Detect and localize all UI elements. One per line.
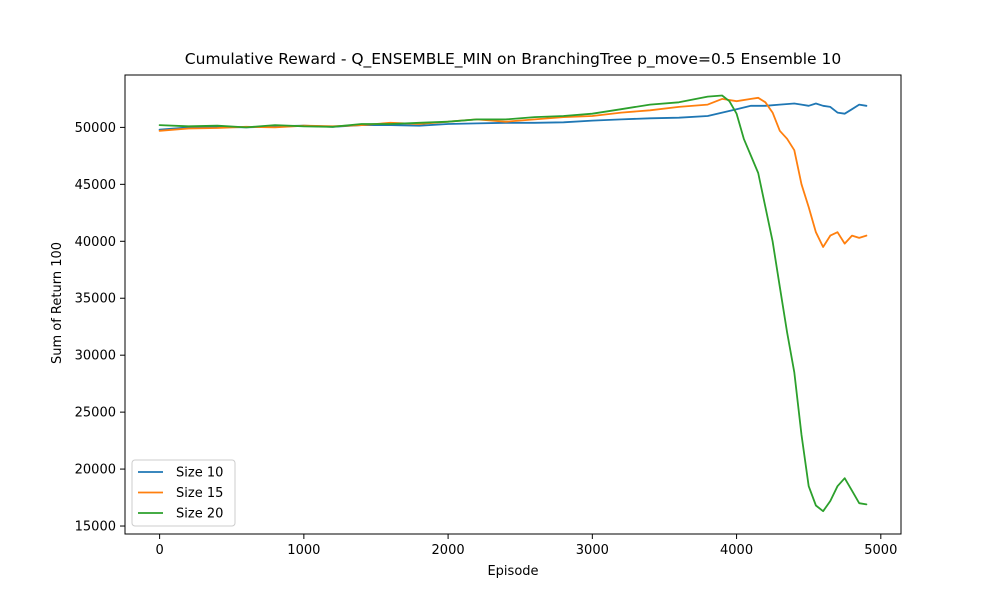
x-axis: 0 1000 2000 3000 4000 5000 <box>155 534 897 558</box>
legend-label: Size 20 <box>176 507 223 522</box>
legend: Size 10 Size 15 Size 20 <box>131 459 236 527</box>
x-axis-label: Episode <box>487 564 538 579</box>
y-tick-label: 50000 <box>75 121 116 136</box>
legend-box <box>131 459 236 527</box>
y-axis-label: Sum of Return 100 <box>50 242 65 364</box>
y-tick-label: 40000 <box>75 235 116 250</box>
series-line-size-20 <box>158 94 868 513</box>
y-tick-label: 25000 <box>75 406 116 421</box>
chart-title: Cumulative Reward - Q_ENSEMBLE_MIN on Br… <box>185 50 841 69</box>
y-tick-label: 45000 <box>75 178 116 193</box>
plot-area-frame <box>124 74 902 535</box>
y-tick-label: 35000 <box>75 292 116 307</box>
x-tick-label: 1000 <box>287 543 320 558</box>
y-tick-label: 15000 <box>75 520 116 535</box>
x-tick-label: 5000 <box>864 543 897 558</box>
legend-label: Size 15 <box>176 486 223 501</box>
y-axis: 15000 20000 25000 30000 35000 40000 45000 50000 <box>75 121 125 535</box>
y-tick-label: 20000 <box>75 463 116 478</box>
x-tick-label: 4000 <box>720 543 753 558</box>
legend-label: Size 10 <box>176 466 223 481</box>
x-tick-label: 0 <box>155 543 163 558</box>
x-tick-label: 2000 <box>432 543 465 558</box>
x-tick-label: 3000 <box>576 543 609 558</box>
y-tick-label: 30000 <box>75 349 116 364</box>
series-layer <box>158 94 868 513</box>
